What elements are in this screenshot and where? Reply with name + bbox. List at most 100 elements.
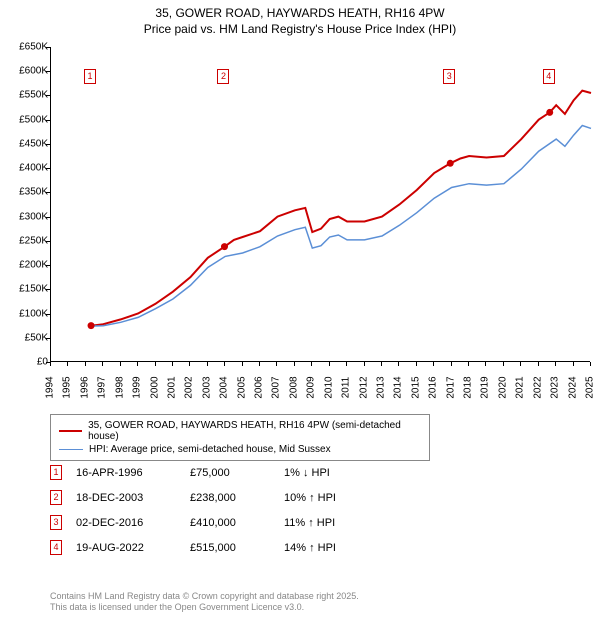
event-date: 02-DEC-2016 <box>76 517 176 529</box>
x-axis-label: 2001 <box>166 372 177 404</box>
y-axis-label: £350K <box>4 187 48 198</box>
sale-marker-dot <box>221 243 228 250</box>
x-axis-label: 2004 <box>219 372 230 404</box>
y-axis-label: £500K <box>4 114 48 125</box>
x-tick <box>120 362 121 366</box>
y-axis-label: £200K <box>4 260 48 271</box>
event-row: 302-DEC-2016£410,00011% ↑ HPI <box>50 510 470 535</box>
y-tick <box>46 168 50 169</box>
x-axis-label: 2005 <box>236 372 247 404</box>
y-tick <box>46 95 50 96</box>
y-tick <box>46 144 50 145</box>
x-axis-label: 2016 <box>428 372 439 404</box>
event-date: 19-AUG-2022 <box>76 542 176 554</box>
y-tick <box>46 217 50 218</box>
event-marker-badge: 1 <box>50 465 62 480</box>
x-tick <box>102 362 103 366</box>
event-marker-badge: 4 <box>50 540 62 555</box>
x-tick <box>172 362 173 366</box>
chart-area: £0£50K£100K£150K£200K£250K£300K£350K£400… <box>0 42 600 402</box>
x-axis-label: 2019 <box>480 372 491 404</box>
event-row: 218-DEC-2003£238,00010% ↑ HPI <box>50 485 470 510</box>
x-axis-label: 1995 <box>62 372 73 404</box>
x-axis-label: 2011 <box>341 372 352 404</box>
x-tick <box>503 362 504 366</box>
x-axis-label: 2023 <box>550 372 561 404</box>
sale-marker-badge: 1 <box>84 69 96 84</box>
y-axis-label: £50K <box>4 332 48 343</box>
x-axis-label: 1998 <box>114 372 125 404</box>
legend: 35, GOWER ROAD, HAYWARDS HEATH, RH16 4PW… <box>50 414 430 461</box>
y-tick <box>46 265 50 266</box>
x-axis-label: 2014 <box>393 372 404 404</box>
x-axis-label: 2007 <box>271 372 282 404</box>
x-tick <box>346 362 347 366</box>
x-tick <box>433 362 434 366</box>
sale-marker-badge: 2 <box>217 69 229 84</box>
x-tick <box>259 362 260 366</box>
x-tick <box>451 362 452 366</box>
x-tick <box>189 362 190 366</box>
x-axis-label: 2025 <box>585 372 596 404</box>
event-pct: 10% ↑ HPI <box>284 492 384 504</box>
sale-marker-dot <box>447 160 454 167</box>
x-axis-label: 1996 <box>79 372 90 404</box>
event-marker-badge: 2 <box>50 490 62 505</box>
x-tick <box>381 362 382 366</box>
x-axis-label: 2015 <box>410 372 421 404</box>
x-axis-label: 2000 <box>149 372 160 404</box>
y-axis-label: £400K <box>4 163 48 174</box>
x-tick <box>485 362 486 366</box>
y-axis-label: £550K <box>4 90 48 101</box>
y-tick <box>46 71 50 72</box>
legend-item: HPI: Average price, semi-detached house,… <box>59 443 421 456</box>
x-tick <box>67 362 68 366</box>
y-axis-label: £600K <box>4 66 48 77</box>
x-tick <box>242 362 243 366</box>
y-axis-label: £150K <box>4 284 48 295</box>
sale-marker-dot <box>546 109 553 116</box>
x-axis-label: 2013 <box>375 372 386 404</box>
x-tick <box>207 362 208 366</box>
y-axis-label: £300K <box>4 211 48 222</box>
events-table: 116-APR-1996£75,0001% ↓ HPI218-DEC-2003£… <box>50 460 470 560</box>
x-tick <box>573 362 574 366</box>
y-axis-label: £0 <box>4 357 48 368</box>
event-marker-badge: 3 <box>50 515 62 530</box>
x-tick <box>364 362 365 366</box>
x-axis-label: 2009 <box>306 372 317 404</box>
x-tick <box>276 362 277 366</box>
title-line-1: 35, GOWER ROAD, HAYWARDS HEATH, RH16 4PW <box>0 6 600 22</box>
x-axis-label: 2002 <box>184 372 195 404</box>
x-tick <box>137 362 138 366</box>
sale-marker-badge: 3 <box>443 69 455 84</box>
x-tick <box>555 362 556 366</box>
plot-svg <box>51 47 591 362</box>
x-axis-label: 1994 <box>45 372 56 404</box>
event-price: £75,000 <box>190 467 270 479</box>
x-axis-label: 2006 <box>254 372 265 404</box>
x-tick <box>294 362 295 366</box>
x-axis-label: 2021 <box>515 372 526 404</box>
x-tick <box>590 362 591 366</box>
x-axis-label: 2003 <box>201 372 212 404</box>
x-tick <box>538 362 539 366</box>
y-axis-label: £250K <box>4 235 48 246</box>
plot-area <box>50 47 590 362</box>
x-axis-label: 2008 <box>288 372 299 404</box>
x-tick <box>85 362 86 366</box>
x-tick <box>311 362 312 366</box>
x-tick <box>155 362 156 366</box>
sale-marker-dot <box>88 322 95 329</box>
event-row: 116-APR-1996£75,0001% ↓ HPI <box>50 460 470 485</box>
x-tick <box>416 362 417 366</box>
y-tick <box>46 289 50 290</box>
y-tick <box>46 338 50 339</box>
chart-container: 35, GOWER ROAD, HAYWARDS HEATH, RH16 4PW… <box>0 0 600 620</box>
legend-label: 35, GOWER ROAD, HAYWARDS HEATH, RH16 4PW… <box>88 420 421 442</box>
y-tick <box>46 120 50 121</box>
legend-swatch <box>59 430 82 432</box>
x-axis-label: 2017 <box>445 372 456 404</box>
event-pct: 1% ↓ HPI <box>284 467 384 479</box>
event-pct: 14% ↑ HPI <box>284 542 384 554</box>
